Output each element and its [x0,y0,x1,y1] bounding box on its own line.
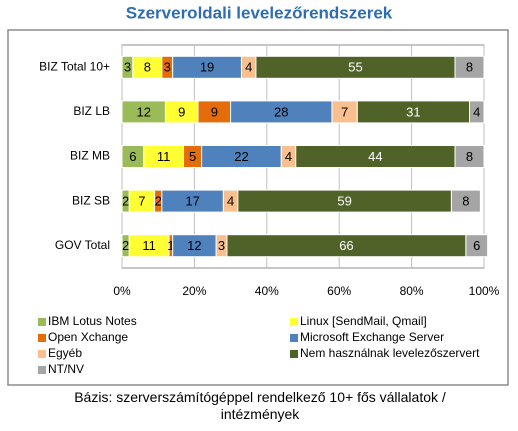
data-label: 3 [124,60,131,75]
data-label: 6 [129,149,136,164]
legend-swatch [38,334,46,342]
y-tick-label: BIZ SB [72,193,110,207]
data-label: 4 [227,194,234,209]
data-label: 6 [473,238,480,253]
legend-label: Open Xchange [48,330,128,344]
legend-label: IBM Lotus Notes [48,314,137,328]
x-tick-label: 0% [113,284,131,298]
bar-segment [469,100,485,124]
data-label: 8 [144,60,151,75]
data-label: 4 [285,149,292,164]
legend-swatch [290,318,298,326]
x-tick-label: 80% [400,284,424,298]
data-label: 2 [155,194,162,209]
data-label: 28 [274,104,288,119]
y-tick-label: BIZ Total 10+ [39,59,110,73]
bar-segment [454,55,485,79]
data-label: 19 [200,60,214,75]
data-label: 11 [142,238,156,253]
legend-label: Microsoft Exchange Server [300,330,444,344]
data-label: 12 [187,238,201,253]
chart-title: Szerveroldali levelezőrendszerek [126,3,393,22]
y-tick-label: BIZ LB [73,104,110,118]
legend-label: Linux [SendMail, Qmail] [300,314,427,328]
legend-swatch [38,366,46,374]
data-label: 9 [211,104,218,119]
data-label: 59 [337,194,351,209]
data-label: 7 [138,194,145,209]
data-label: 2 [122,194,129,209]
legend-label: Nem használnak levelezőszervert [300,346,480,360]
data-label: 44 [368,149,382,164]
data-label: 22 [234,149,248,164]
data-label: 7 [341,104,348,119]
data-label: 8 [466,149,473,164]
data-label: 9 [178,104,185,119]
data-label: 5 [189,149,196,164]
data-label: 1 [167,238,174,253]
data-label: 8 [462,194,469,209]
data-label: 2 [122,238,129,253]
legend-swatch [38,318,46,326]
data-label: 55 [348,60,362,75]
legend-swatch [38,350,46,358]
footnote: Bázis: szerverszámítógéppel rendelkező 1… [74,389,446,422]
x-tick-label: 40% [255,284,279,298]
legend-label: NT/NV [48,362,84,376]
bar-segment [450,189,481,213]
x-tick-label: 20% [182,284,206,298]
x-tick-label: 60% [327,284,351,298]
legend-label: Egyéb [48,346,82,360]
y-tick-label: BIZ MB [70,149,110,163]
data-label: 11 [157,149,171,164]
y-tick-label: GOV Total [55,238,110,252]
legend-swatch [290,334,298,342]
data-label: 3 [164,60,171,75]
data-label: 12 [136,104,150,119]
data-label: 17 [185,194,199,209]
bar-segment [465,234,489,258]
legend-swatch [290,350,298,358]
data-label: 66 [339,238,353,253]
data-label: 31 [406,104,420,119]
data-label: 3 [218,238,225,253]
data-label: 4 [245,60,252,75]
data-label: 8 [466,60,473,75]
data-label: 4 [473,104,480,119]
bar-segment [454,145,485,168]
x-tick-label: 100% [469,284,500,298]
